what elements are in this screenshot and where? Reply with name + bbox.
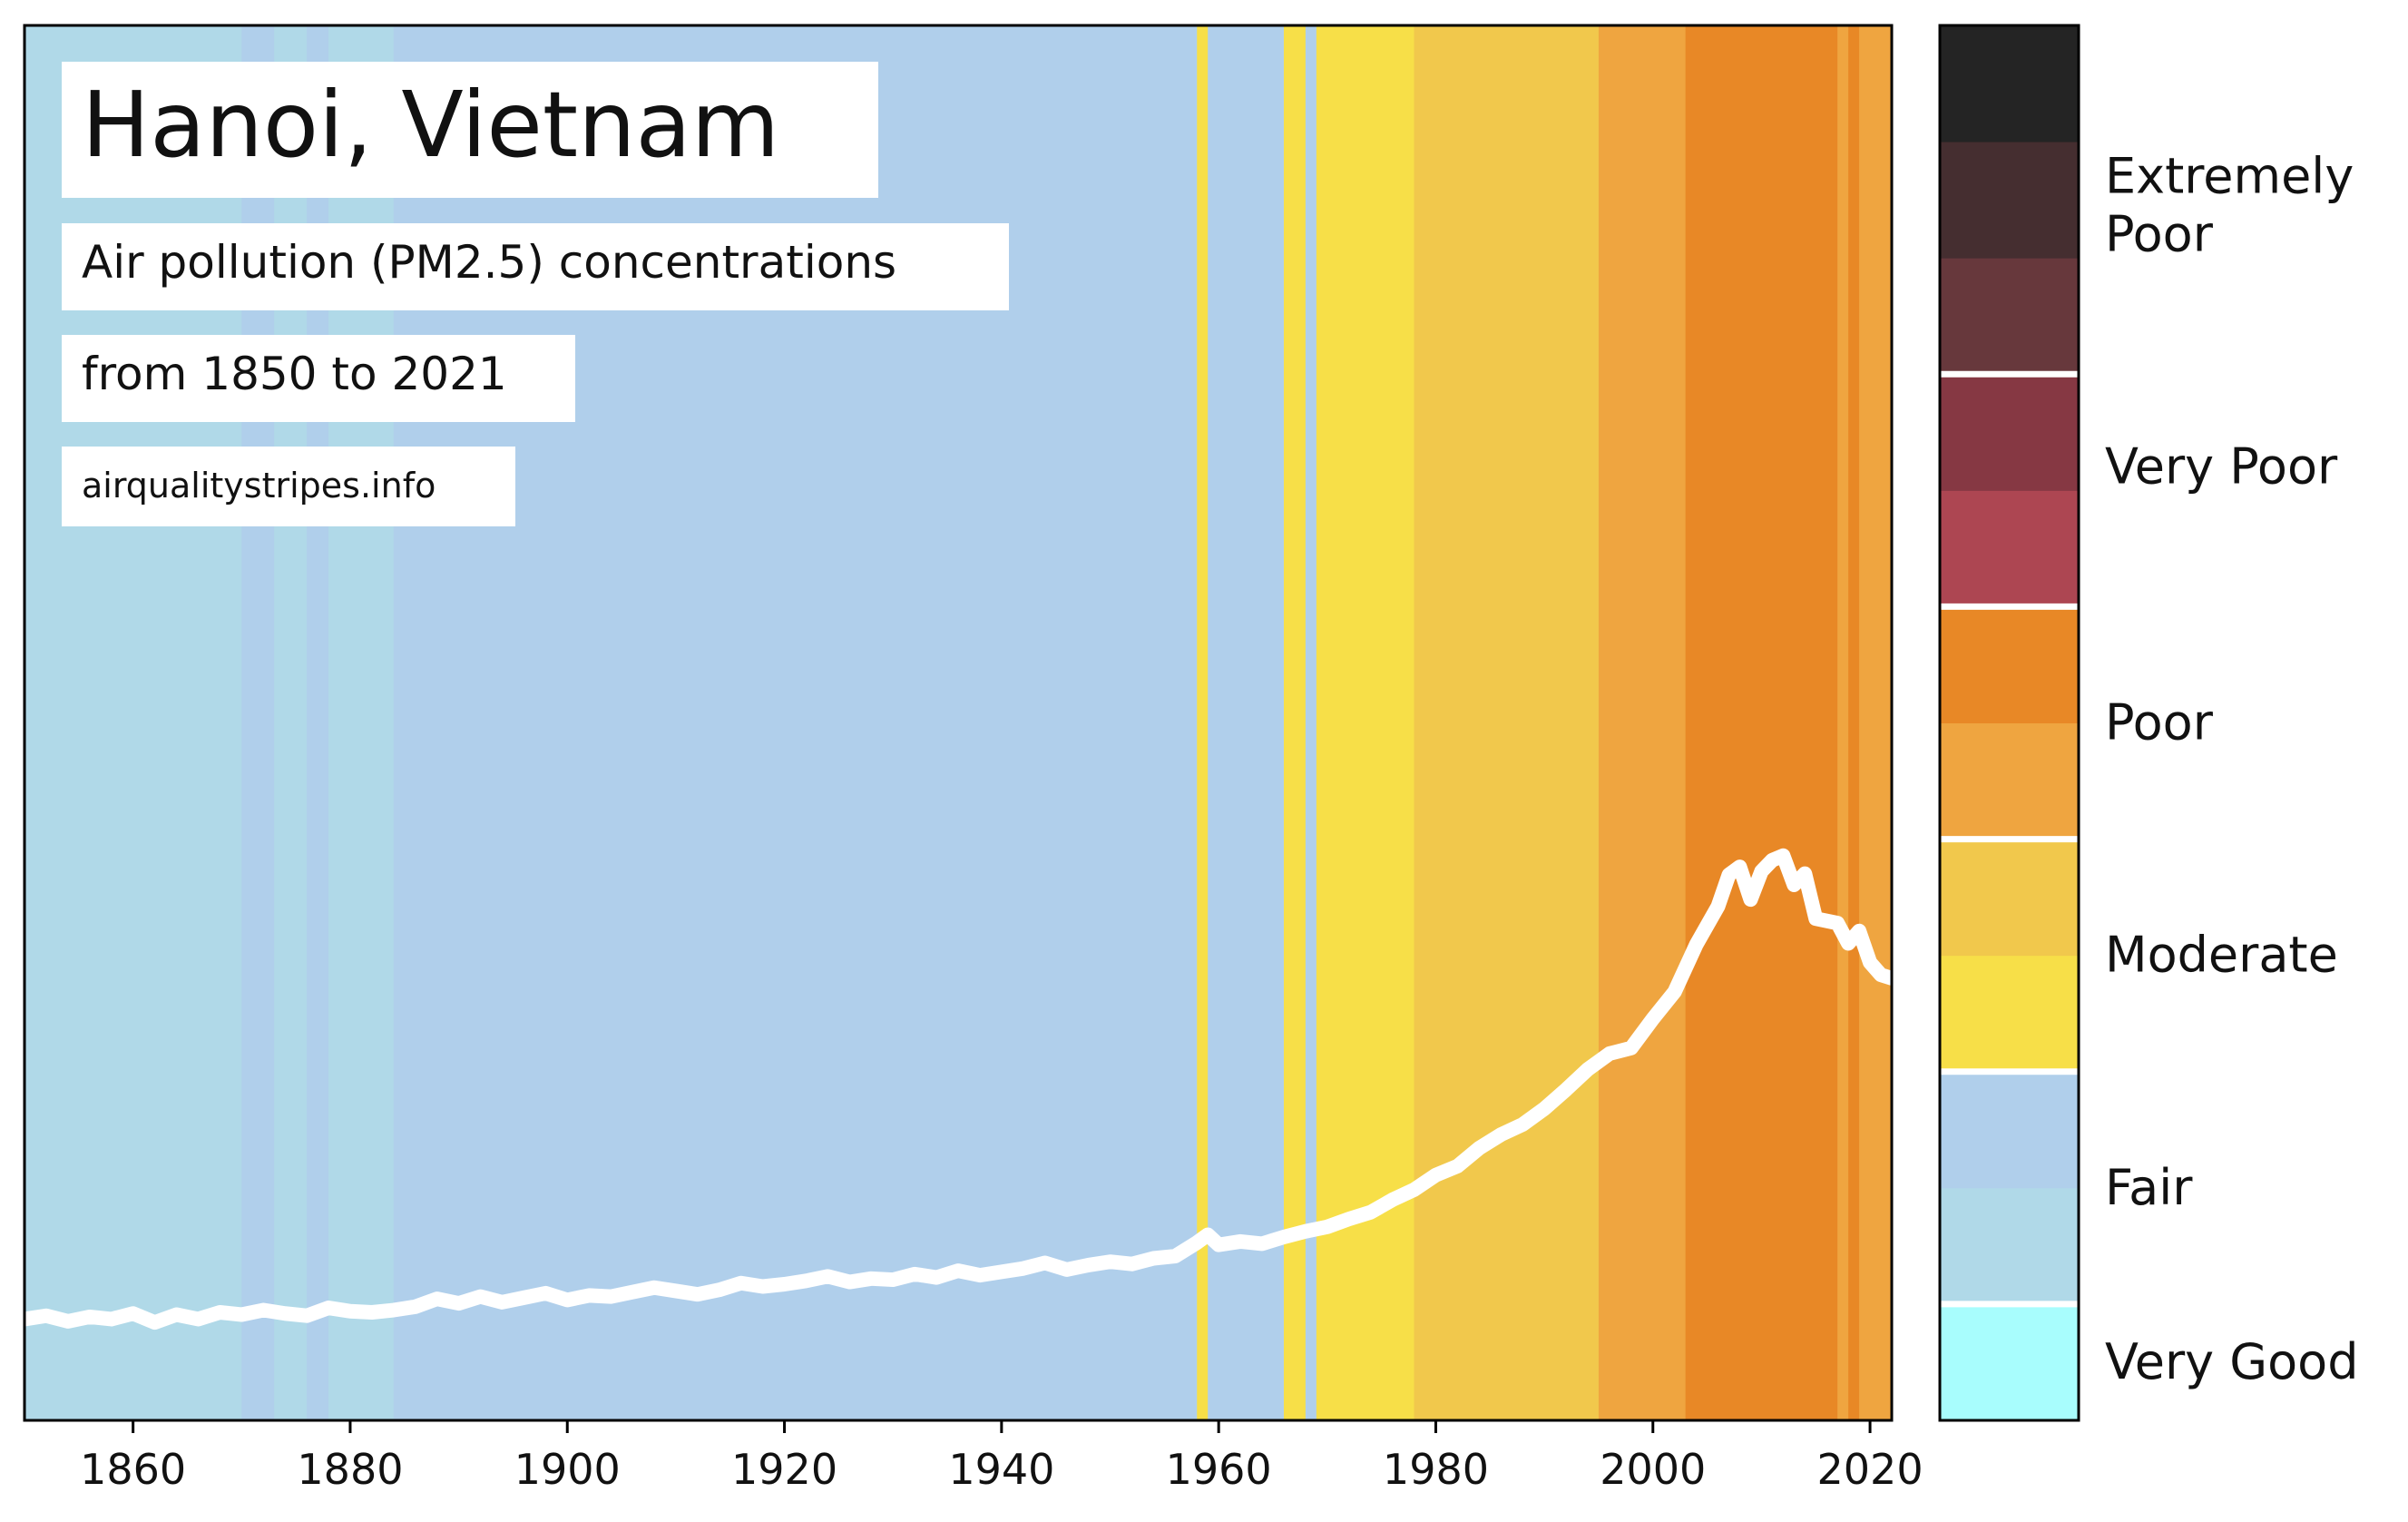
- stripe-1995: [1598, 25, 1610, 1420]
- legend-labels: Very Good Fair Moderate Poor Very Poor Extrem…: [2105, 148, 2359, 1390]
- title-box: Hanoi, Vietnam: [62, 62, 878, 198]
- stripe-1968: [1305, 25, 1317, 1420]
- x-tick-label-1940: 1940: [948, 1445, 1054, 1494]
- subtitle-1-box: Air pollution (PM2.5) concentrations: [62, 223, 1009, 310]
- chart-source: airqualitystripes.info: [82, 466, 436, 506]
- legend-segment-9: [1940, 258, 2079, 375]
- x-tick-label-1920: 1920: [731, 1445, 837, 1494]
- x-tick-label-1880: 1880: [297, 1445, 403, 1494]
- x-axis: 1860 1880 1900 1920 1940 1960 1980 2000 2020: [80, 1420, 1923, 1494]
- x-tick-label-1980: 1980: [1383, 1445, 1489, 1494]
- stripe-1969: [1316, 25, 1415, 1420]
- stripe-2017: [1837, 25, 1849, 1420]
- legend-label-6: Poor: [2105, 206, 2214, 263]
- stripe-1959: [1208, 25, 1285, 1420]
- stripe-1978: [1414, 25, 1600, 1420]
- subtitle-2-box: from 1850 to 2021: [62, 335, 575, 422]
- subtitle-1-background: [62, 223, 1009, 310]
- legend-segment-0: [1940, 1303, 2079, 1421]
- stripe-1958: [1197, 25, 1209, 1420]
- chart-subtitle-1: Air pollution (PM2.5) concentrations: [82, 236, 896, 289]
- x-tick-label-1900: 1900: [514, 1445, 621, 1494]
- source-box: airqualitystripes.info: [62, 447, 515, 526]
- legend-separators: [1940, 370, 2079, 1308]
- x-tick-label-1860: 1860: [80, 1445, 186, 1494]
- legend-label-5: Extremely: [2105, 148, 2354, 205]
- chart-title: Hanoi, Vietnam: [82, 72, 779, 178]
- stripe-2019: [1859, 25, 1893, 1420]
- legend-frame: [1938, 24, 2080, 1422]
- legend-segment-2: [1940, 1071, 2079, 1189]
- legend-label-1: Fair: [2105, 1159, 2193, 1216]
- title-background: [62, 62, 878, 198]
- legend-segment-1: [1940, 1187, 2079, 1305]
- legend-label-2: Moderate: [2105, 927, 2338, 984]
- chart-subtitle-2: from 1850 to 2021: [82, 348, 507, 400]
- stripe-2018: [1848, 25, 1860, 1420]
- stripe-2003: [1685, 25, 1838, 1420]
- pollution-line-layer: [17, 848, 1899, 1331]
- source-background: [62, 447, 515, 526]
- legend-label-3: Poor: [2105, 694, 2214, 751]
- legend-segments: [1940, 25, 2079, 1421]
- x-tick-label-1960: 1960: [1166, 1445, 1272, 1494]
- legend-segment-4: [1940, 839, 2079, 957]
- legend-segment-8: [1940, 374, 2079, 491]
- legend-segment-3: [1940, 955, 2079, 1073]
- legend-segment-10: [1940, 142, 2079, 259]
- x-tick-label-2020: 2020: [1817, 1445, 1923, 1494]
- legend-segment-7: [1940, 490, 2079, 607]
- legend-segment-11: [1940, 25, 2079, 142]
- legend-segment-5: [1940, 722, 2079, 840]
- legend-label-4: Very Poor: [2105, 438, 2338, 496]
- legend-segment-6: [1940, 606, 2079, 723]
- plot-frame: [23, 24, 1894, 1422]
- subtitle-2-background: [62, 335, 575, 422]
- stripe-1996: [1609, 25, 1687, 1420]
- series-line: [17, 848, 1899, 1331]
- stripe-1966: [1283, 25, 1307, 1420]
- legend-label-0: Very Good: [2105, 1333, 2359, 1390]
- x-tick-label-2000: 2000: [1600, 1445, 1706, 1494]
- legend-colorbar: Very Good Fair Moderate Poor Very Poor Extrem…: [1938, 24, 2359, 1422]
- stripes-layer: [24, 25, 1893, 1420]
